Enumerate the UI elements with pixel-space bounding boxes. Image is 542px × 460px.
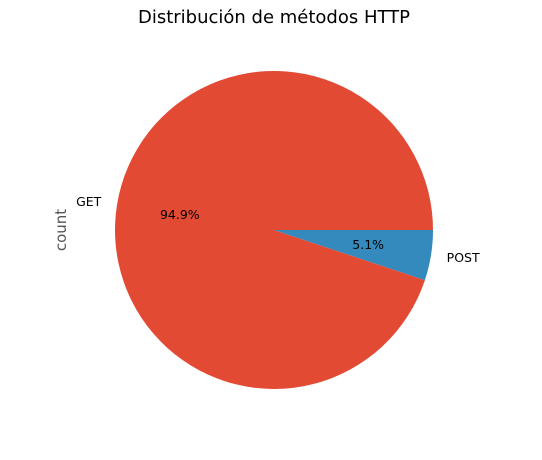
pie-labels: GET 94.9% POST 5.1% (76, 194, 480, 265)
y-axis-label: count (52, 209, 70, 251)
percent-label-get: 94.9% (160, 207, 200, 222)
slice-label-get: GET (76, 194, 102, 209)
chart-title: Distribución de métodos HTTP (138, 7, 410, 28)
slice-label-post: POST (447, 250, 480, 265)
pie-slices (114, 70, 433, 389)
pie-slice-get (114, 70, 433, 389)
percent-label-post: 5.1% (352, 237, 384, 252)
pie-slice-post (274, 230, 433, 281)
